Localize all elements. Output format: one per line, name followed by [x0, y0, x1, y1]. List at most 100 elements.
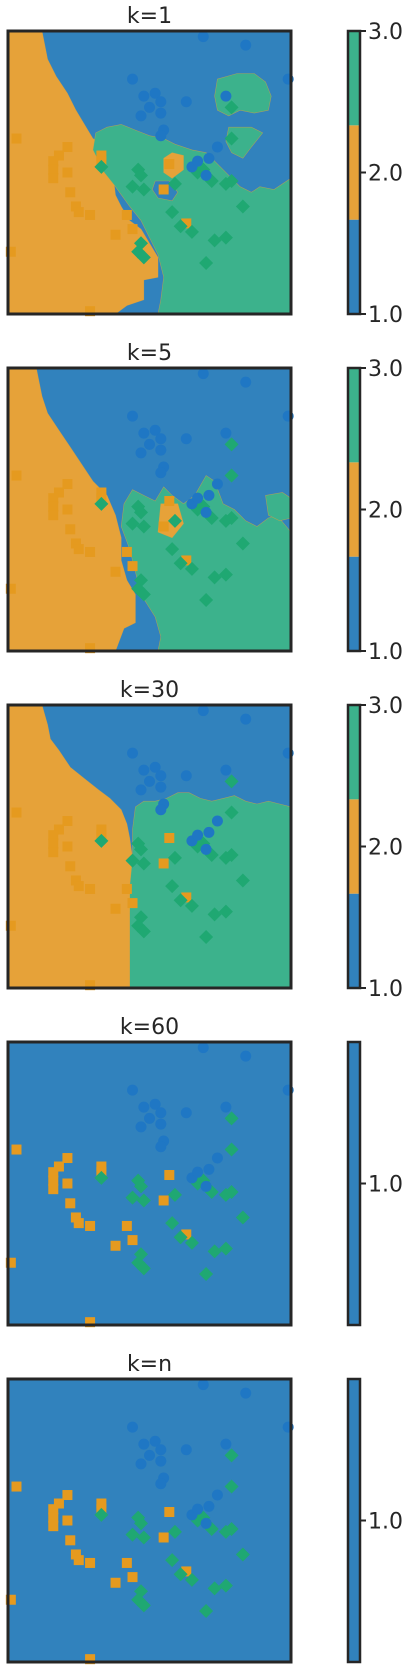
point-class-1-circle: [180, 1107, 192, 1119]
point-class-1-circle: [203, 152, 215, 164]
point-class-2-square: [62, 479, 73, 490]
point-class-1-circle: [220, 1438, 232, 1450]
point-class-2-square: [5, 1594, 16, 1605]
point-class-2-square: [85, 980, 96, 991]
point-class-1-circle: [203, 1163, 215, 1175]
point-class-1-circle: [127, 747, 139, 759]
point-class-2-square: [48, 1512, 59, 1523]
point-class-2-square: [110, 229, 121, 240]
point-class-2-square: [62, 167, 73, 178]
colorbar-segment: [348, 705, 360, 800]
point-class-3-diamond: [207, 570, 222, 585]
colorbar-tick-label: 3.0: [368, 20, 403, 45]
point-class-3-diamond: [125, 1190, 140, 1205]
colorbar-segment: [348, 799, 360, 894]
point-class-3-diamond: [167, 1524, 182, 1539]
point-class-1-circle: [155, 444, 167, 456]
point-class-1-circle: [211, 1152, 223, 1164]
point-class-3-diamond: [207, 1244, 222, 1259]
point-class-2-square: [164, 1170, 175, 1181]
point-class-1-circle: [197, 31, 209, 43]
colorbar-segment: [348, 462, 360, 557]
point-class-2-square: [5, 920, 16, 931]
point-class-2-square: [48, 847, 59, 858]
point-class-1-circle: [203, 1500, 215, 1512]
point-class-3-diamond: [224, 805, 239, 820]
point-class-2-square: [85, 1317, 96, 1328]
point-class-2-square: [73, 207, 84, 218]
data-points: [5, 31, 294, 317]
colorbar-tick-label: 2.0: [368, 162, 403, 187]
point-class-2-square: [73, 544, 84, 555]
point-class-1-circle: [240, 1050, 252, 1062]
point-class-1-circle: [240, 713, 252, 725]
point-class-2-square: [5, 246, 16, 257]
point-class-1-circle: [240, 376, 252, 388]
point-class-2-square: [110, 566, 121, 577]
point-class-2-square: [48, 1504, 59, 1515]
point-class-2-square: [5, 1257, 16, 1268]
point-class-1-circle: [127, 1421, 139, 1433]
point-class-1-circle: [197, 368, 209, 380]
point-class-3-diamond: [173, 1230, 188, 1245]
point-class-3-diamond: [125, 179, 140, 194]
point-class-1-circle: [220, 1101, 232, 1113]
point-class-2-square: [48, 830, 59, 841]
point-class-2-square: [110, 903, 121, 914]
point-class-1-circle: [180, 96, 192, 108]
point-class-2-square: [62, 1515, 73, 1526]
point-class-2-square: [158, 1532, 169, 1543]
point-class-3-diamond: [224, 131, 239, 146]
point-class-2-square: [48, 173, 59, 184]
point-class-3-diamond: [184, 224, 199, 239]
point-class-3-diamond: [184, 1235, 199, 1250]
point-class-2-square: [53, 487, 64, 498]
point-class-2-square: [65, 187, 76, 198]
point-class-1-circle: [127, 73, 139, 85]
point-class-3-diamond: [224, 1479, 239, 1494]
point-class-1-circle: [135, 1458, 147, 1470]
point-class-3-diamond: [235, 1210, 250, 1225]
point-class-2-square: [62, 816, 73, 827]
colorbar: 1.0 2.0 3.0: [346, 357, 403, 665]
point-class-2-square: [11, 133, 22, 144]
panel-k-60: k=60 1.0: [5, 1015, 403, 1328]
point-class-1-circle: [135, 784, 147, 796]
point-class-1-circle: [155, 1478, 167, 1490]
point-class-3-diamond: [218, 230, 233, 245]
panel-title: k=n: [127, 1352, 172, 1377]
point-class-2-square: [85, 306, 96, 317]
point-class-2-square: [127, 898, 138, 909]
point-class-2-square: [127, 1572, 138, 1583]
point-class-3-diamond: [224, 847, 239, 862]
point-class-3-diamond: [136, 250, 151, 265]
point-class-3-diamond: [199, 593, 214, 608]
point-class-2-square: [65, 861, 76, 872]
point-class-3-diamond: [94, 1507, 109, 1522]
point-class-1-circle: [149, 761, 161, 773]
point-class-2-square: [85, 643, 96, 654]
point-class-3-diamond: [165, 1216, 180, 1231]
point-class-3-diamond: [224, 1142, 239, 1157]
point-class-3-diamond: [134, 1516, 149, 1531]
colorbar-tick-label: 1.0: [368, 303, 403, 328]
colorbar: 1.0: [346, 1040, 403, 1327]
point-class-2-square: [181, 218, 192, 229]
point-class-3-diamond: [165, 879, 180, 894]
point-class-2-square: [65, 1535, 76, 1546]
point-class-2-square: [48, 1184, 59, 1195]
panel-k-n: k=n 1.0: [5, 1352, 403, 1665]
point-class-3-diamond: [207, 233, 222, 248]
point-class-2-square: [85, 1654, 96, 1665]
point-class-1-circle: [138, 427, 150, 439]
point-class-3-diamond: [134, 842, 149, 857]
point-class-1-circle: [155, 804, 167, 816]
point-class-1-circle: [192, 1503, 204, 1515]
point-class-1-circle: [192, 1166, 204, 1178]
point-class-1-circle: [144, 101, 155, 113]
panel-title: k=1: [127, 4, 172, 29]
point-class-3-diamond: [136, 856, 151, 871]
point-class-3-diamond: [184, 898, 199, 913]
point-class-1-circle: [200, 843, 212, 855]
point-class-2-square: [53, 1161, 64, 1172]
